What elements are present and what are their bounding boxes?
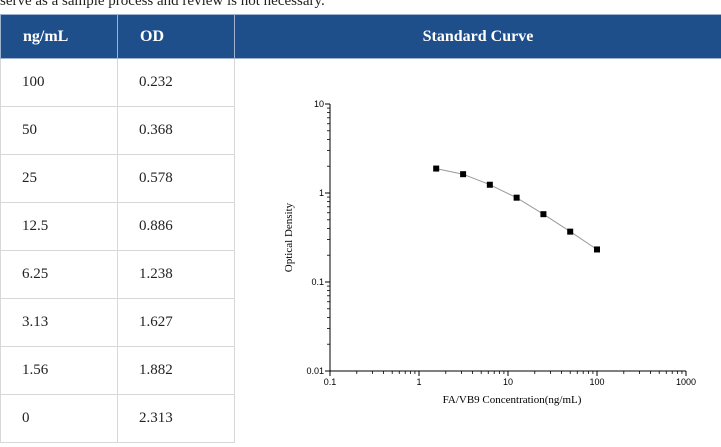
concentration-cell: 0: [0, 394, 118, 443]
column-header-standard-curve: Standard Curve: [234, 14, 721, 59]
x-tick-label: 10: [503, 377, 513, 387]
data-point: [567, 228, 574, 235]
od-cell: 0.886: [117, 202, 235, 251]
standard-table: ng/mL OD Standard Curve 100 0.232 50 0.3…: [0, 14, 721, 443]
x-axis-title: FA/VB9 Concentration(ng/mL): [443, 394, 582, 406]
data-point: [594, 246, 600, 253]
od-cell: 1.627: [117, 298, 235, 347]
table-header-row: ng/mL OD Standard Curve: [0, 14, 721, 59]
column-header-od: OD: [117, 14, 235, 59]
od-cell: 1.882: [117, 346, 235, 395]
data-point: [540, 211, 547, 218]
od-cell: 2.313: [117, 394, 235, 443]
table-row: 25 0.578: [0, 154, 721, 203]
concentration-cell: 50: [0, 106, 118, 155]
od-cell: 0.578: [117, 154, 235, 203]
concentration-cell: 1.56: [0, 346, 118, 395]
data-point: [433, 165, 440, 172]
concentration-cell: 3.13: [0, 298, 118, 347]
table-row: 12.5 0.886: [0, 202, 721, 251]
data-point: [513, 194, 520, 201]
concentration-cell: 12.5: [0, 202, 118, 251]
x-tick-label: 0.1: [324, 377, 337, 387]
column-header-concentration: ng/mL: [0, 14, 118, 59]
od-cell: 1.238: [117, 250, 235, 299]
y-tick-label: 0.1: [311, 277, 324, 287]
x-tick-label: 100: [589, 377, 604, 387]
table-row: 0 2.313: [0, 394, 721, 443]
y-axis-title: Optical Density: [283, 202, 295, 272]
table-row: 3.13 1.627: [0, 298, 721, 347]
od-cell: 0.232: [117, 58, 235, 107]
y-tick-label: 0.01: [306, 366, 324, 376]
y-tick-label: 1: [319, 188, 324, 198]
concentration-cell: 25: [0, 154, 118, 203]
series-line: [436, 168, 598, 250]
x-tick-label: 1000: [676, 377, 696, 387]
od-cell: 0.368: [117, 106, 235, 155]
top-note: serve as a sample process and review is …: [0, 0, 325, 9]
table-row: 6.25 1.238: [0, 250, 721, 299]
data-point: [460, 171, 467, 178]
concentration-cell: 100: [0, 58, 118, 107]
table-row: 1.56 1.882: [0, 346, 721, 395]
table-row: 100 0.232: [0, 58, 721, 443]
y-tick-label: 10: [314, 99, 324, 109]
table-row: 50 0.368: [0, 106, 721, 155]
standard-curve-cell: [234, 58, 721, 443]
x-tick-label: 1: [416, 377, 421, 387]
concentration-cell: 6.25: [0, 250, 118, 299]
data-point: [486, 181, 493, 188]
